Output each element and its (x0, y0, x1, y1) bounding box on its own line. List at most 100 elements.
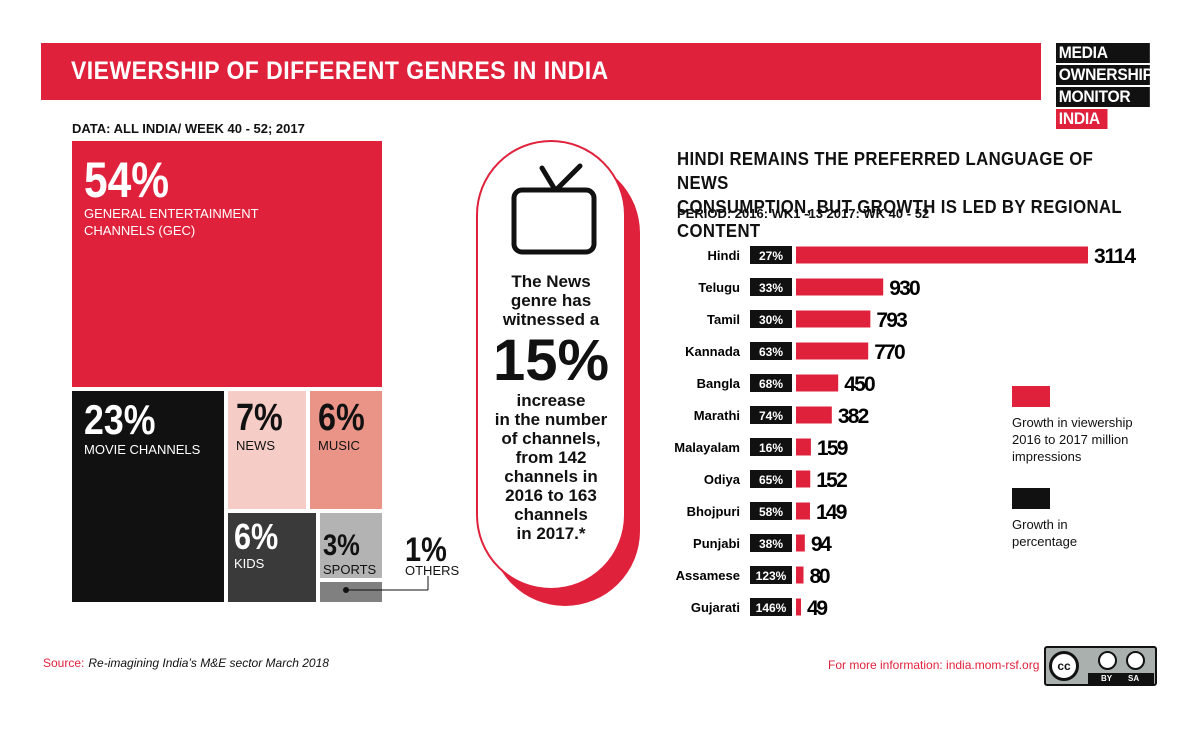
sports-label: SPORTS (323, 562, 377, 577)
percent-label: 27% (759, 249, 783, 263)
bar-category-label: Kannada (685, 344, 741, 359)
more-info-link[interactable]: For more information: india.mom-rsf.org (828, 658, 1040, 672)
page-title: VIEWERSHIP OF DIFFERENT GENRES IN INDIA (71, 57, 609, 85)
callout-line-bottom-3: from 142 (515, 448, 587, 467)
bar (796, 566, 804, 584)
movie-label: MOVIE CHANNELS (84, 442, 201, 457)
movie-pct: 23% (84, 396, 156, 443)
bar (796, 406, 832, 424)
bar (796, 598, 801, 616)
logo-line-india: INDIA (1056, 109, 1108, 129)
bar-title-line1: HINDI REMAINS THE PREFERRED LANGUAGE OF … (677, 149, 1094, 193)
cc-by-sa-badge[interactable]: cc BY SA (1044, 646, 1157, 686)
bar-value-label: 450 (844, 373, 876, 396)
percent-label: 74% (759, 409, 783, 423)
percent-label: 30% (759, 313, 783, 327)
bar-value-label: 793 (876, 309, 908, 332)
source-label: Source: (43, 656, 85, 670)
bar-category-label: Hindi (708, 248, 741, 263)
callout-line-bottom-2: of channels, (501, 429, 601, 448)
music-pct: 6% (318, 397, 365, 439)
bar-chart-title: HINDI REMAINS THE PREFERRED LANGUAGE OF … (677, 147, 1142, 243)
treemap-others (320, 582, 382, 602)
treemap-kids: 6% KIDS (228, 513, 316, 602)
legend-black-line2: percentage (1012, 534, 1078, 549)
kids-pct: 6% (234, 516, 279, 557)
percent-box (750, 406, 792, 424)
bar-category-label: Malayalam (674, 440, 740, 455)
bar (796, 310, 871, 328)
callout-line-bottom-4: channels in (504, 467, 598, 486)
bar-value-label: 770 (874, 341, 906, 364)
bar (796, 438, 811, 456)
gec-label-line1: GENERAL ENTERTAINMENT (84, 206, 259, 221)
sa-share-icon (1126, 651, 1145, 670)
percent-label: 63% (759, 345, 783, 359)
bar-category-label: Gujarati (691, 600, 740, 615)
bar-chart: Hindi 27% 3114 Telugu 33% 930 Tamil 30% 793 Kanna… (674, 245, 1136, 620)
legend-black-text: Growth in percentage (1012, 516, 1077, 550)
period-note: PERIOD: 2016: WK1 -13 2017: WK 40 - 52 (677, 206, 930, 221)
logo-line-ownership: OWNERSHIP (1056, 65, 1153, 85)
treemap-music: 6% MUSIC (310, 391, 382, 509)
callout-line-top-2: witnessed a (502, 310, 600, 329)
news-pct: 7% (236, 397, 283, 439)
callout-pill (476, 140, 626, 590)
callout-line-bottom-6: channels (514, 505, 588, 524)
percent-box (750, 374, 792, 392)
percent-box (750, 246, 792, 264)
music-label: MUSIC (318, 438, 360, 453)
legend-swatch-black (1012, 488, 1050, 509)
bar-category-label: Bhojpuri (687, 504, 740, 519)
percent-box (750, 278, 792, 296)
percent-label: 16% (759, 441, 783, 455)
bar-value-label: 382 (838, 405, 870, 428)
callout-line-bottom-7: in 2017.* (516, 524, 586, 543)
percent-label: 146% (756, 601, 787, 615)
bar (796, 342, 869, 360)
callout-line-top-0: The News (511, 272, 591, 291)
callout-line-bottom-0: increase (516, 391, 586, 410)
percent-box (750, 598, 792, 616)
mom-logo: MEDIA OWNERSHIP MONITOR INDIA (1056, 43, 1158, 131)
cc-by-text: BY (1101, 674, 1113, 683)
by-person-icon (1098, 651, 1117, 670)
percent-box (750, 470, 792, 488)
bar-value-label: 49 (807, 597, 828, 620)
percent-box (750, 502, 792, 520)
treemap-news: 7% NEWS (228, 391, 306, 509)
bar (796, 470, 811, 488)
legend-red-line3: impressions (1012, 449, 1082, 464)
treemap-gec: 54% GENERAL ENTERTAINMENT CHANNELS (GEC) (72, 141, 382, 387)
bar-value-label: 3114 (1094, 245, 1136, 268)
bar-category-label: Odiya (704, 472, 741, 487)
percent-label: 58% (759, 505, 783, 519)
bar-category-label: Bangla (697, 376, 741, 391)
bar-value-label: 80 (810, 565, 831, 588)
callout-line-top-1: genre has (510, 291, 592, 310)
legend-swatch-red (1012, 386, 1050, 407)
bar (796, 278, 884, 296)
bar-category-label: Punjabi (693, 536, 740, 551)
legend-red-text: Growth in viewership 2016 to 2017 millio… (1012, 414, 1133, 465)
gec-label-line2: CHANNELS (GEC) (84, 223, 196, 238)
legend-black-line1: Growth in (1012, 517, 1068, 532)
gec-pct: 54% (84, 152, 170, 208)
treemap-sports: 3% SPORTS (320, 513, 382, 578)
bar (796, 246, 1088, 264)
bar (796, 502, 810, 520)
bar (796, 374, 839, 392)
percent-label: 68% (759, 377, 783, 391)
bar-category-label: Assamese (676, 568, 740, 583)
callout-big-percent: 15% (492, 328, 610, 393)
title-banner: VIEWERSHIP OF DIFFERENT GENRES IN INDIA (41, 43, 1041, 100)
percent-box (750, 310, 792, 328)
others-label: OTHERS (405, 563, 460, 578)
legend-red-line2: 2016 to 2017 million (1012, 432, 1129, 447)
callout-line-bottom-5: 2016 to 163 (505, 486, 597, 505)
bar-value-label: 94 (811, 533, 832, 556)
bar-category-label: Telugu (698, 280, 740, 295)
percent-label: 123% (756, 569, 787, 583)
bar (796, 534, 805, 552)
bar-category-label: Tamil (707, 312, 740, 327)
